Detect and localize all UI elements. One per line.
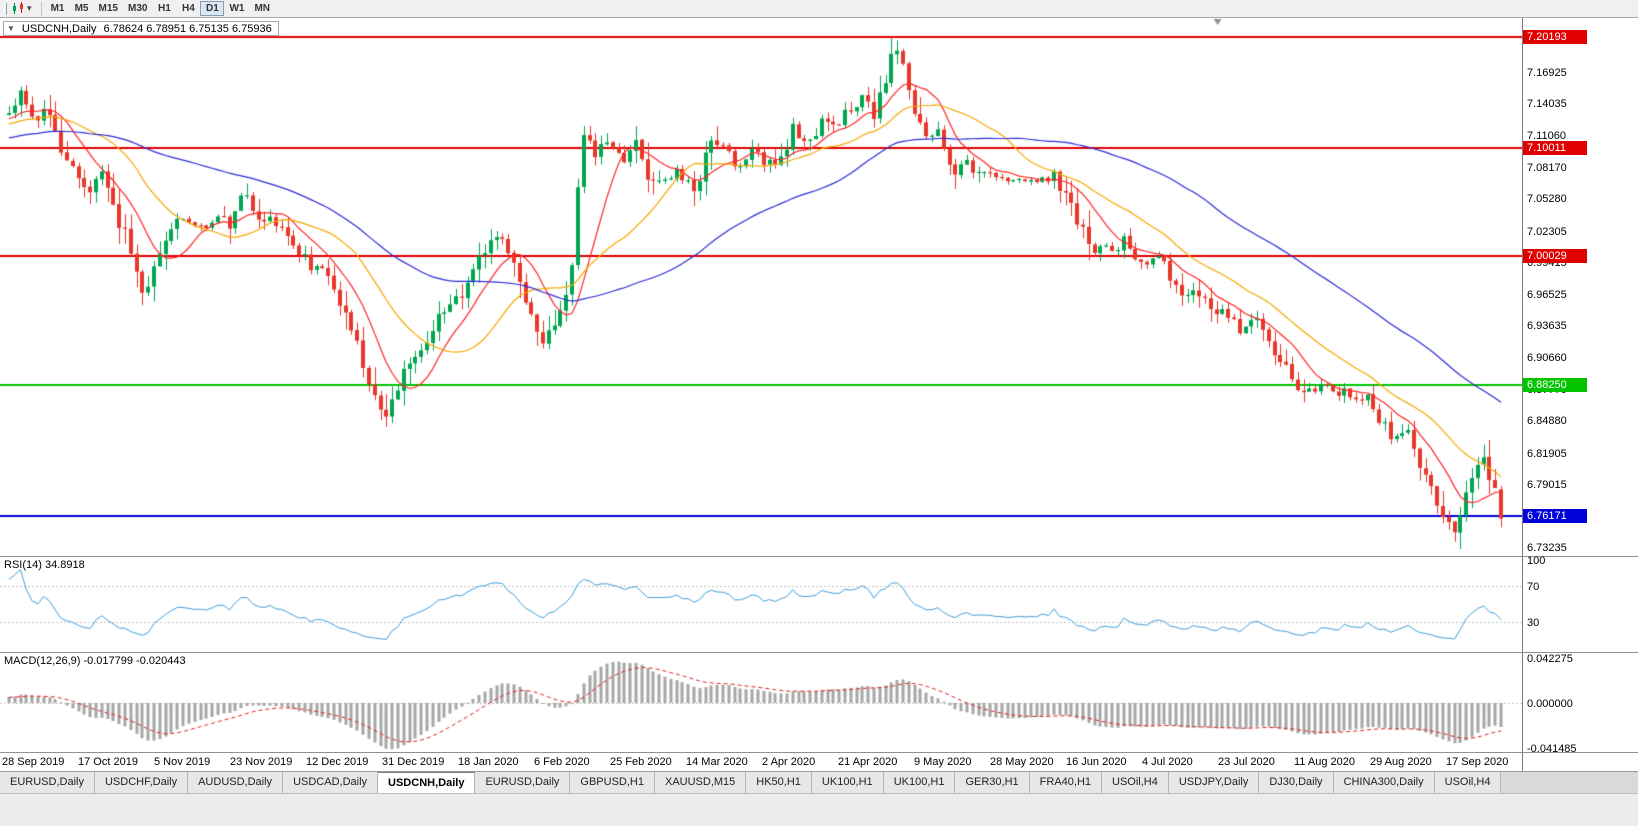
date-label: 28 May 2020 <box>990 756 1054 768</box>
chart-tab-china300-daily[interactable]: CHINA300,Daily <box>1333 772 1435 793</box>
chart-title: ▼ USDCNH,Daily 6.78624 6.78951 6.75135 6… <box>3 21 279 36</box>
date-label: 17 Sep 2020 <box>1446 756 1509 768</box>
rsi-axis-tick: 70 <box>1527 581 1540 594</box>
chart-ohlc: 6.78624 6.78951 6.75135 6.75936 <box>103 22 272 35</box>
chart-tab-hk50-h1[interactable]: HK50,H1 <box>746 772 812 793</box>
price-axis-tick: 7.02305 <box>1527 225 1567 238</box>
date-label: 17 Oct 2019 <box>78 756 138 768</box>
chart-tab-usoil-h4[interactable]: USOil,H4 <box>1434 772 1502 793</box>
date-label: 31 Dec 2019 <box>382 756 445 768</box>
price-axis-tick: 6.79015 <box>1527 479 1567 492</box>
chart-tab-ger30-h1[interactable]: GER30,H1 <box>955 772 1030 793</box>
chart-tab-uk100-h1[interactable]: UK100,H1 <box>811 772 884 793</box>
chart-symbol: USDCNH,Daily <box>21 22 97 35</box>
macd-axis-tick: 0.000000 <box>1527 697 1573 710</box>
chart-tab-eurusd-daily[interactable]: EURUSD,Daily <box>475 772 571 793</box>
rsi-axis-tick: 30 <box>1527 616 1540 629</box>
date-label: 18 Jan 2020 <box>458 756 519 768</box>
price-axis-tick: 7.16925 <box>1527 66 1567 79</box>
timeframe-button-h1[interactable]: H1 <box>158 3 171 14</box>
main-chart-canvas[interactable] <box>0 18 1522 556</box>
chart-tabs-bar: EURUSD,Daily USDCHF,Daily AUDUSD,Daily USDC… <box>0 771 1638 793</box>
price-axis-tick: 6.73235 <box>1527 542 1567 554</box>
timeframe-button-d1[interactable]: D1 <box>200 1 225 16</box>
date-label: 23 Nov 2019 <box>230 756 293 768</box>
timeframe-button-m15[interactable]: M15 <box>98 3 118 14</box>
date-label: 25 Feb 2020 <box>610 756 672 768</box>
date-label: 2 Apr 2020 <box>762 756 816 768</box>
macd-canvas[interactable] <box>0 653 1522 752</box>
collapse-chart-arrow[interactable]: ▼ <box>7 24 15 33</box>
macd-axis-tick: -0.041485 <box>1527 742 1577 755</box>
date-label: 6 Feb 2020 <box>534 756 590 768</box>
chart-tab-usdcad-daily[interactable]: USDCAD,Daily <box>283 772 379 793</box>
chart-tab-dj30-daily[interactable]: DJ30,Daily <box>1259 772 1334 793</box>
hline-price-label: 6.76171 <box>1523 509 1587 524</box>
price-axis-tick: 7.05280 <box>1527 193 1567 206</box>
rsi-value-axis[interactable]: 100 70 30 <box>1522 555 1638 652</box>
date-label: 21 Apr 2020 <box>838 756 898 768</box>
date-label: 23 Jul 2020 <box>1218 756 1275 768</box>
price-axis-tick: 6.84880 <box>1527 415 1567 428</box>
price-axis-tick: 6.81905 <box>1527 447 1567 460</box>
chart-tab-usdchf-daily[interactable]: USDCHF,Daily <box>94 772 189 793</box>
chart-tab-usdcnh-daily[interactable]: USDCNH,Daily <box>378 772 476 793</box>
price-axis-tick: 6.96525 <box>1527 288 1567 301</box>
chart-tab-usoil-h4[interactable]: USOil,H4 <box>1102 772 1169 793</box>
macd-axis-tick: 0.042275 <box>1527 652 1573 665</box>
date-label: 5 Nov 2019 <box>154 756 211 768</box>
date-label: 4 Jul 2020 <box>1142 756 1193 768</box>
axis-corner <box>1522 753 1638 771</box>
price-axis-tick: 7.08170 <box>1527 161 1567 174</box>
macd-panel: MACD(12,26,9) -0.017799 -0.020443 0.0422… <box>0 652 1638 755</box>
chart-tab-usdjpy-daily[interactable]: USDJPY,Daily <box>1168 772 1260 793</box>
price-axis-tick: 7.11060 <box>1527 130 1566 143</box>
main-chart-panel: ▼ USDCNH,Daily 6.78624 6.78951 6.75135 6… <box>0 18 1638 556</box>
hline-price-label: 7.20193 <box>1523 30 1587 45</box>
date-label: 9 May 2020 <box>914 756 972 768</box>
timeframe-button-m30[interactable]: M30 <box>127 3 148 14</box>
rsi-canvas[interactable] <box>0 557 1522 652</box>
chevron-down-icon[interactable]: ▾ <box>27 3 32 13</box>
date-label: 12 Dec 2019 <box>306 756 369 768</box>
price-axis-tick: 6.90660 <box>1527 352 1567 365</box>
rsi-panel: RSI(14) 34.8918 100 70 30 <box>0 555 1638 652</box>
timeframes-toolbar: ▾ M1 M5 M15 M30 H1 H4 D1 W1 MN <box>0 0 1638 18</box>
date-label: 11 Aug 2020 <box>1294 756 1355 768</box>
macd-value-axis[interactable]: 0.042275 0.000000 -0.041485 <box>1522 652 1638 755</box>
timeframe-button-mn[interactable]: MN <box>254 3 270 14</box>
date-label: 29 Aug 2020 <box>1370 756 1432 768</box>
chart-tab-gbpusd-h1[interactable]: GBPUSD,H1 <box>570 772 655 793</box>
hline-price-label: 7.00029 <box>1523 249 1587 264</box>
timeframe-button-m5[interactable]: M5 <box>74 3 89 14</box>
chart-tab-eurusd-daily[interactable]: EURUSD,Daily <box>0 772 95 793</box>
chart-tab-xauusd-m15[interactable]: XAUUSD,M15 <box>654 772 747 793</box>
chart-tab-fra40-h1[interactable]: FRA40,H1 <box>1029 772 1103 793</box>
rsi-label: RSI(14) 34.8918 <box>4 559 85 571</box>
date-label: 16 Jun 2020 <box>1066 756 1127 768</box>
timeframe-button-h4[interactable]: H4 <box>182 3 195 14</box>
rsi-axis-tick: 100 <box>1527 555 1546 567</box>
main-price-axis[interactable]: 7.16925 7.14035 7.11060 7.08170 7.05280 7.023… <box>1522 18 1638 556</box>
hline-price-label: 7.10011 <box>1523 140 1587 155</box>
macd-label: MACD(12,26,9) -0.017799 -0.020443 <box>4 655 186 667</box>
date-label: 14 Mar 2020 <box>686 756 748 768</box>
chart-tab-uk100-h1[interactable]: UK100,H1 <box>883 772 956 793</box>
toolbar-grip[interactable] <box>4 2 7 15</box>
chart-tab-audusd-daily[interactable]: AUDUSD,Daily <box>188 772 284 793</box>
timeframe-button-w1[interactable]: W1 <box>229 3 245 14</box>
toolbar-separator <box>40 1 42 16</box>
time-axis[interactable]: 28 Sep 2019 17 Oct 2019 5 Nov 2019 23 Nov 2… <box>0 752 1638 771</box>
candlestick-chart-icon <box>13 2 23 14</box>
hline-price-label: 6.88250 <box>1523 377 1587 392</box>
price-axis-tick: 7.14035 <box>1527 98 1567 111</box>
status-bar <box>0 793 1638 826</box>
timeframe-button-m1[interactable]: M1 <box>50 3 65 14</box>
timeframe-buttons: M1 M5 M15 M30 H1 H4 D1 W1 MN <box>46 1 275 16</box>
date-label: 28 Sep 2019 <box>2 756 65 768</box>
price-axis-tick: 6.93635 <box>1527 320 1567 333</box>
